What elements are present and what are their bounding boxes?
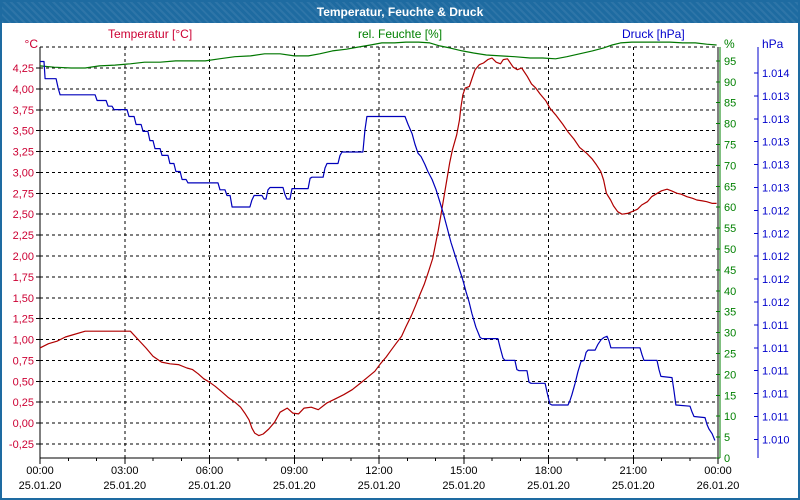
- pressure-tick-label: 1.013: [762, 91, 790, 103]
- humidity-tick-label: 35: [724, 307, 736, 319]
- x-tick-time-label: 21:00: [619, 465, 647, 477]
- x-tick-date-label: 25.01.20: [188, 480, 231, 492]
- humidity-tick-label: 65: [724, 181, 736, 193]
- x-tick-time-label: 03:00: [111, 465, 139, 477]
- x-tick-date-label: 25.01.20: [527, 480, 570, 492]
- temp-tick-label: 3,25: [13, 147, 34, 159]
- temp-tick-label: 0,00: [13, 418, 34, 430]
- legend-humidity: rel. Feuchte [%]: [358, 27, 443, 41]
- humidity-tick-label: 55: [724, 223, 736, 235]
- series-line-pressure: [40, 60, 716, 441]
- series-line-temperature: [39, 57, 717, 437]
- humidity-tick-label: 30: [724, 328, 736, 340]
- temp-tick-label: 0,75: [13, 355, 34, 367]
- temp-tick-label: 0,50: [13, 376, 34, 388]
- pressure-tick-label: 1.011: [762, 389, 789, 401]
- x-tick-time-label: 15:00: [450, 465, 478, 477]
- window-title-bar: Temperatur, Feuchte & Druck: [2, 2, 798, 23]
- temp-tick-label: 2,50: [13, 209, 34, 221]
- x-tick-time-label: 18:00: [535, 465, 563, 477]
- humidity-tick-label: 10: [724, 411, 736, 423]
- pressure-tick-label: 1.012: [762, 297, 790, 309]
- x-tick-date-label: 25.01.20: [273, 480, 316, 492]
- humidity-tick-label: 20: [724, 369, 736, 381]
- humidity-tick-label: 90: [724, 77, 736, 89]
- x-tick-date-label: 25.01.20: [103, 480, 146, 492]
- temp-tick-label: 4,00: [13, 84, 34, 96]
- humidity-tick-label: 75: [724, 140, 736, 152]
- x-tick-time-label: 00:00: [704, 465, 732, 477]
- x-tick-date-label: 25.01.20: [358, 480, 401, 492]
- temp-tick-label: 2,25: [13, 230, 34, 242]
- x-tick-date-label: 25.01.20: [612, 480, 655, 492]
- humidity-tick-label: 60: [724, 202, 736, 214]
- temp-tick-label: -0,25: [9, 439, 34, 451]
- temp-tick-label: 2,75: [13, 188, 34, 200]
- pressure-tick-label: 1.012: [762, 274, 790, 286]
- humidity-tick-label: 25: [724, 349, 736, 361]
- humidity-tick-label: 80: [724, 119, 736, 131]
- humidity-tick-label: 40: [724, 286, 736, 298]
- humidity-tick-label: 45: [724, 265, 736, 277]
- x-tick-time-label: 09:00: [280, 465, 308, 477]
- window-title: Temperatur, Feuchte & Druck: [316, 5, 484, 19]
- pressure-tick-label: 1.013: [762, 114, 790, 126]
- pressure-tick-label: 1.011: [762, 320, 789, 332]
- temp-tick-label: 3,50: [13, 126, 34, 138]
- pressure-tick-label: 1.013: [762, 160, 790, 172]
- x-tick-time-label: 00:00: [26, 465, 54, 477]
- pressure-tick-label: 1.012: [762, 251, 790, 263]
- axis-unit-hpa: hPa: [762, 37, 784, 51]
- temp-tick-label: 1,25: [13, 314, 34, 326]
- humidity-tick-label: 5: [724, 432, 730, 444]
- humidity-tick-label: 70: [724, 160, 736, 172]
- humidity-tick-label: 0: [724, 453, 730, 465]
- x-tick-date-label: 26.01.20: [697, 480, 740, 492]
- pressure-tick-label: 1.010: [762, 434, 790, 446]
- humidity-tick-label: 95: [724, 56, 736, 68]
- x-tick-date-label: 25.01.20: [442, 480, 485, 492]
- pressure-tick-label: 1.012: [762, 228, 790, 240]
- temp-tick-label: 1,50: [13, 293, 34, 305]
- humidity-tick-label: 50: [724, 244, 736, 256]
- axis-unit-celsius: °C: [24, 37, 38, 51]
- axis-unit-percent: %: [724, 37, 735, 51]
- temp-tick-label: 3,00: [13, 167, 34, 179]
- humidity-tick-label: 85: [724, 98, 736, 110]
- series-line-humidity: [39, 41, 717, 69]
- pressure-tick-label: 1.013: [762, 183, 790, 195]
- pressure-tick-label: 1.013: [762, 137, 790, 149]
- x-tick-time-label: 12:00: [365, 465, 393, 477]
- x-tick-date-label: 25.01.20: [19, 480, 62, 492]
- temp-tick-label: 0,25: [13, 397, 34, 409]
- pressure-tick-label: 1.012: [762, 205, 790, 217]
- pressure-tick-label: 1.011: [762, 412, 789, 424]
- legend-temperature: Temperatur [°C]: [108, 27, 193, 41]
- legend-pressure: Druck [hPa]: [622, 27, 685, 41]
- temp-tick-label: 2,00: [13, 251, 34, 263]
- temp-tick-label: 3,75: [13, 105, 34, 117]
- pressure-tick-label: 1.011: [762, 343, 789, 355]
- temp-tick-label: 1,75: [13, 272, 34, 284]
- humidity-tick-label: 15: [724, 390, 736, 402]
- temp-tick-label: 4,25: [13, 63, 34, 75]
- pressure-tick-label: 1.011: [762, 366, 789, 378]
- x-tick-time-label: 06:00: [196, 465, 224, 477]
- pressure-tick-label: 1.014: [762, 68, 790, 80]
- temp-tick-label: 1,00: [13, 335, 34, 347]
